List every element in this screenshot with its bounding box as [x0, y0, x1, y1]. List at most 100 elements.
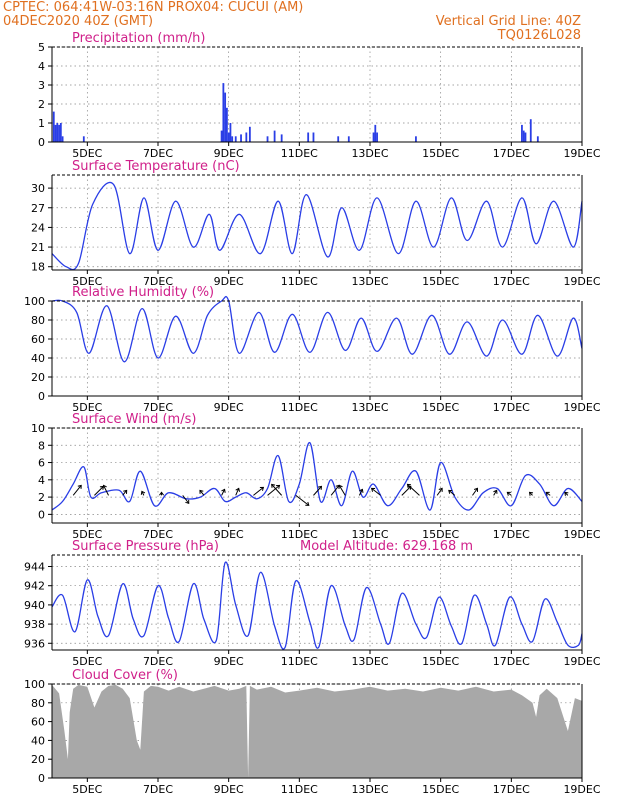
humidity-xtick-label: 11DEC [281, 401, 318, 414]
cloud-cover-ytick-label: 0 [38, 772, 45, 785]
wind-vector-head [185, 499, 190, 505]
wind-vector-head [199, 489, 204, 494]
precipitation-bar [280, 134, 283, 142]
precipitation-bar [222, 83, 225, 142]
cloud-cover-xtick-label: 17DEC [493, 783, 530, 796]
precipitation-xtick-label: 5DEC [72, 147, 102, 160]
temperature-xtick-label: 13DEC [351, 275, 388, 288]
wind-vector [371, 487, 381, 496]
model-altitude-label: Model Altitude: 629.168 m [300, 539, 473, 554]
precipitation-ytick-label: 4 [38, 60, 45, 73]
cloud-cover-xtick-label: 9DEC [214, 783, 244, 796]
wind-xtick-label: 19DEC [563, 528, 600, 541]
pressure-ytick-label: 938 [24, 618, 45, 631]
wind-vector-head [545, 491, 550, 496]
wind-ytick-label: 4 [38, 474, 45, 487]
wind-vector-head [493, 489, 498, 494]
cloud-cover-title: Cloud Cover (%) [72, 668, 178, 683]
precipitation-bar [227, 132, 230, 142]
precipitation-bar [56, 123, 59, 142]
humidity-ytick-label: 100 [24, 295, 45, 308]
wind-vector [72, 485, 82, 496]
temperature-title: Surface Temperature (nC) [72, 159, 240, 174]
pressure-ytick-label: 944 [24, 561, 45, 574]
precipitation-bar [58, 124, 60, 142]
precipitation-ytick-label: 0 [38, 136, 45, 149]
wind-vector [295, 494, 310, 506]
wind-vector-head [159, 491, 164, 496]
wind-vector [338, 485, 346, 496]
precipitation-bar [52, 111, 55, 142]
station-title: CPTEC: 064:41W-03:16N PROX04: CUCUI (AM) [3, 0, 304, 15]
precipitation-bar [524, 132, 527, 142]
wind-vector [436, 488, 443, 496]
precipitation-xtick-label: 17DEC [493, 147, 530, 160]
wind-vector [199, 490, 205, 496]
wind-vector-head [305, 501, 310, 506]
precipitation-bar [234, 136, 237, 142]
precipitation-bar [347, 136, 350, 142]
temperature-ytick-label: 21 [31, 241, 45, 254]
temperature-xtick-label: 15DEC [422, 275, 459, 288]
cloud-cover-ytick-label: 80 [31, 697, 45, 710]
humidity-xtick-label: 7DEC [143, 401, 173, 414]
humidity-xtick-label: 5DEC [72, 401, 102, 414]
wind-xtick-label: 17DEC [493, 528, 530, 541]
precipitation-xtick-label: 15DEC [422, 147, 459, 160]
temperature-xtick-label: 19DEC [563, 275, 600, 288]
pressure-ytick-label: 936 [24, 637, 45, 650]
wind-vector [407, 483, 420, 496]
temperature-xtick-label: 11DEC [281, 275, 318, 288]
wind-line [51, 442, 583, 511]
wind-ytick-label: 0 [38, 508, 45, 521]
wind-vector [493, 490, 498, 496]
humidity-ytick-label: 40 [31, 352, 45, 365]
precipitation-bar [273, 130, 276, 142]
pressure-ytick-label: 942 [24, 580, 45, 593]
wind-vector-head [406, 483, 412, 488]
pressure-xtick-label: 15DEC [422, 655, 459, 668]
pressure-xtick-label: 9DEC [214, 655, 244, 668]
wind-xtick-label: 5DEC [72, 528, 102, 541]
humidity-line [51, 295, 583, 363]
precipitation-ytick-label: 2 [38, 98, 45, 111]
temperature-ytick-label: 18 [31, 261, 45, 274]
wind-vector-head [276, 484, 281, 489]
humidity-xtick-label: 9DEC [214, 401, 244, 414]
precipitation-bar [266, 136, 269, 142]
cloud-cover-xtick-label: 15DEC [422, 783, 459, 796]
humidity-xtick-label: 17DEC [493, 401, 530, 414]
wind-xtick-label: 15DEC [422, 528, 459, 541]
humidity-xtick-label: 19DEC [563, 401, 600, 414]
precipitation-bar [82, 136, 85, 142]
wind-ytick-label: 2 [38, 491, 45, 504]
cloud-cover-xtick-label: 11DEC [281, 783, 318, 796]
temperature-xtick-label: 5DEC [72, 275, 102, 288]
humidity-ytick-label: 20 [31, 371, 45, 384]
wind-vector-head [473, 487, 478, 492]
precipitation-bar [220, 130, 223, 142]
wind-xtick-label: 9DEC [214, 528, 244, 541]
precipitation-bar [226, 107, 228, 142]
wind-xtick-label: 7DEC [143, 528, 173, 541]
humidity-ytick-label: 0 [38, 390, 45, 403]
precipitation-bar [415, 136, 417, 142]
precipitation-bar [337, 136, 340, 142]
precipitation-bar [61, 136, 64, 142]
cloud-cover-xtick-label: 13DEC [351, 783, 388, 796]
wind-vector-head [528, 491, 534, 496]
humidity-xtick-label: 15DEC [422, 401, 459, 414]
wind-vector [235, 488, 240, 496]
wind-vector-head [123, 489, 128, 494]
temperature-xtick-label: 7DEC [143, 275, 173, 288]
precipitation-xtick-label: 9DEC [214, 147, 244, 160]
cloud-cover-ytick-label: 40 [31, 734, 45, 747]
precipitation-bar [374, 124, 377, 142]
precipitation-bar [536, 136, 539, 142]
precipitation-bar [231, 136, 234, 142]
precipitation-bar [312, 132, 315, 142]
precipitation-ytick-label: 5 [38, 41, 45, 54]
wind-vector [221, 489, 226, 496]
wind-vector-head [506, 491, 511, 496]
